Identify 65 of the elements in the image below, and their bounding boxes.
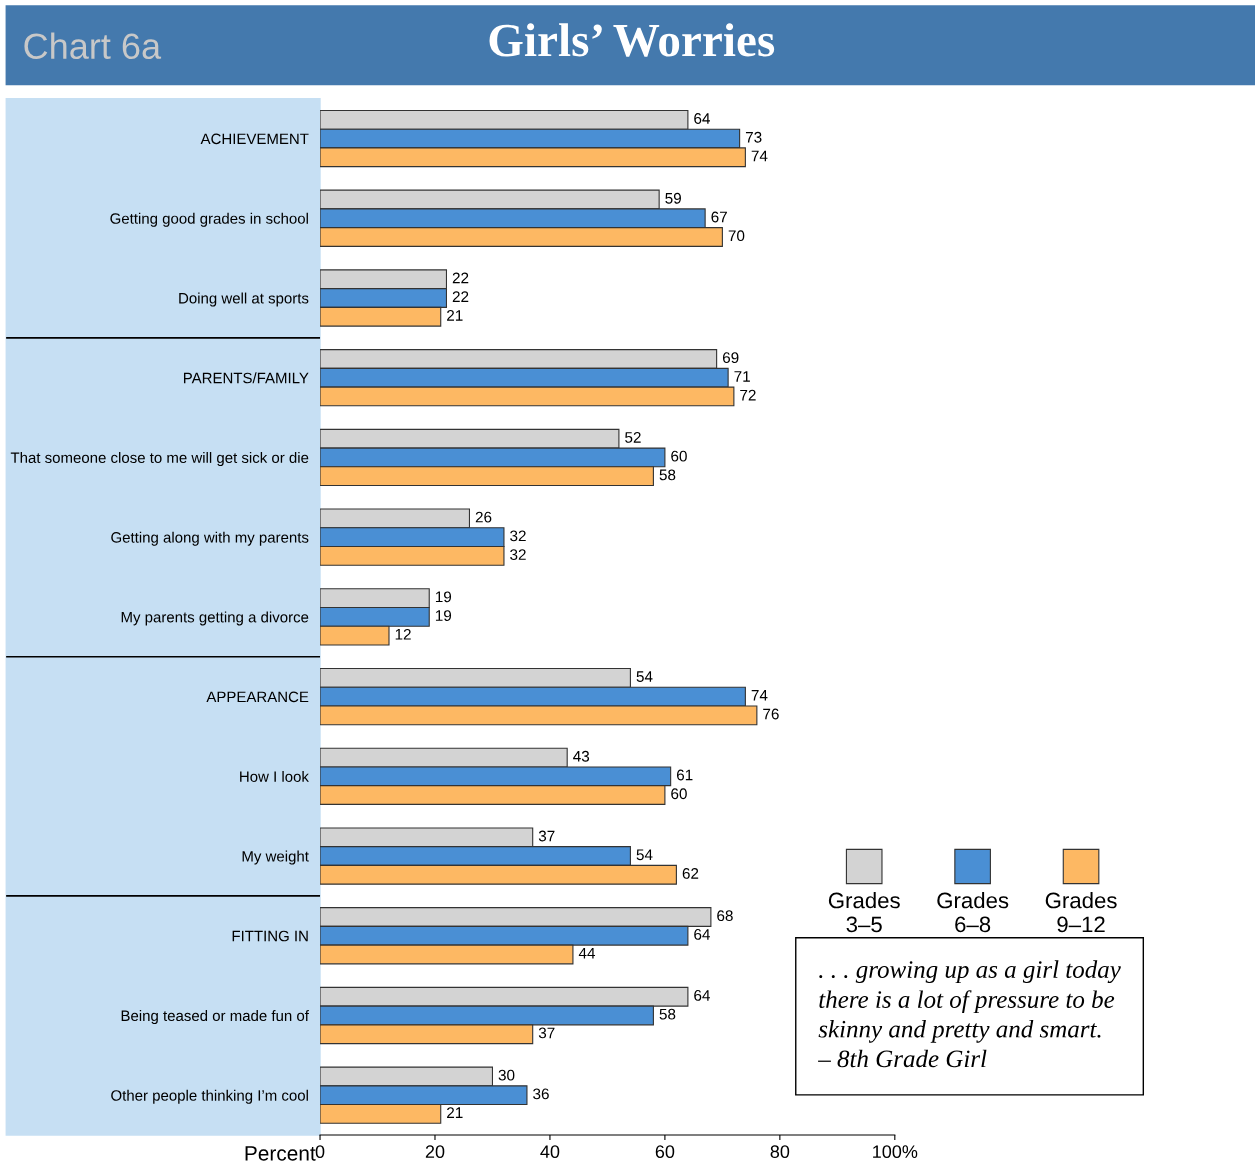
data-label: 37 — [538, 1027, 555, 1039]
legend-label: Grades 3–5 — [828, 892, 900, 933]
data-label: 74 — [751, 150, 768, 162]
y-tick-label: How I look — [240, 770, 309, 782]
data-label: 52 — [625, 431, 641, 443]
data-label: 71 — [734, 371, 750, 382]
y-tick-label: Getting along with my parents — [111, 531, 309, 546]
data-label: 36 — [533, 1088, 549, 1100]
data-label: 32 — [510, 530, 526, 542]
y-tick-label: ACHIEVEMENT — [200, 133, 309, 145]
data-label: 58 — [659, 1008, 676, 1020]
y-tick-label: Being teased or made fun of — [121, 1010, 309, 1025]
data-label: 60 — [671, 788, 687, 800]
data-label: 72 — [740, 389, 756, 401]
data-label: 19 — [435, 591, 452, 603]
x-tick-label: 80 — [770, 1145, 790, 1159]
data-label: 68 — [717, 910, 733, 922]
x-tick-label: 0 — [315, 1145, 325, 1159]
data-label: 62 — [682, 868, 699, 879]
data-label: 37 — [538, 830, 555, 842]
x-axis-title: Percent — [245, 1146, 316, 1161]
x-tick-label: 40 — [540, 1145, 560, 1159]
data-label: 64 — [694, 929, 710, 940]
x-tick-label: 20 — [425, 1145, 445, 1159]
data-label: 58 — [659, 469, 676, 481]
data-label: 59 — [665, 192, 681, 204]
caption: Chart 6a — [24, 32, 162, 60]
y-tick-label: PARENTS/FAMILY — [183, 372, 309, 384]
y-tick-label: Getting good grades in school — [110, 212, 308, 227]
y-tick-label: My weight — [242, 850, 309, 865]
data-label: 69 — [722, 352, 739, 364]
legend-label: Grades 6–8 — [937, 892, 1009, 933]
data-label: 19 — [435, 610, 452, 621]
data-label: 67 — [711, 211, 727, 223]
data-label: 54 — [636, 671, 653, 682]
data-label: 44 — [578, 947, 596, 959]
y-tick-label: APPEARANCE — [206, 691, 309, 703]
data-label: 61 — [676, 769, 693, 781]
data-label: 64 — [694, 113, 710, 124]
data-label: 22 — [452, 272, 469, 284]
y-tick-label: Other people thinking I’m cool — [111, 1089, 308, 1104]
data-label: 74 — [751, 690, 768, 701]
data-label: 54 — [636, 849, 653, 861]
data-label: 76 — [763, 708, 779, 720]
data-label: 21 — [447, 310, 463, 321]
data-label: 64 — [694, 990, 710, 1001]
data-label: 43 — [573, 750, 590, 762]
legend-label: Grades 9–12 — [1045, 892, 1117, 933]
x-tick-label: 100% — [873, 1145, 918, 1159]
y-tick-label: My parents getting a divorce — [121, 611, 309, 626]
annotation: . . . growing up as a girl today there is a lot of pressure to be skinny and pretty and smart. – 8th Grade Girl — [818, 960, 1121, 1068]
data-label: 12 — [395, 628, 411, 640]
y-tick-label: That someone close to me will get sick or die — [10, 452, 309, 466]
data-label: 32 — [510, 549, 526, 560]
chart-title: Girls’ Worries — [489, 23, 775, 57]
data-label: 73 — [745, 131, 762, 143]
x-tick-label: 60 — [655, 1145, 675, 1159]
y-tick-label: FITTING IN — [232, 930, 308, 942]
data-label: 26 — [475, 511, 492, 523]
data-label: 22 — [452, 291, 469, 302]
data-label: 30 — [498, 1069, 515, 1081]
data-label: 60 — [671, 450, 687, 462]
data-label: 21 — [447, 1107, 463, 1118]
data-label: 70 — [728, 230, 745, 242]
y-tick-label: Doing well at sports — [179, 292, 309, 307]
